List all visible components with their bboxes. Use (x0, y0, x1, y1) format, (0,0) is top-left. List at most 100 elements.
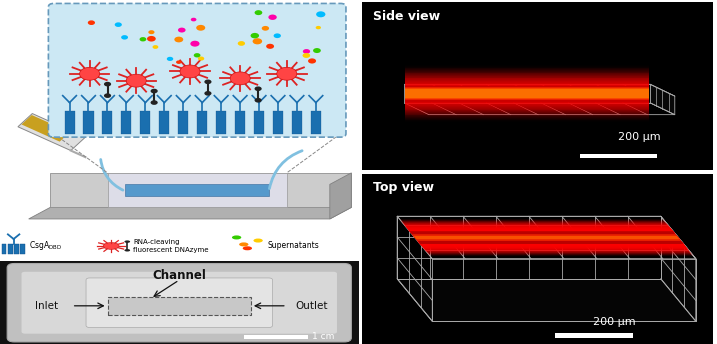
Bar (405, 75, 650, 112)
Polygon shape (401, 221, 692, 254)
Polygon shape (407, 229, 685, 247)
Polygon shape (404, 225, 689, 250)
Circle shape (194, 53, 201, 57)
Bar (65, 111, 75, 134)
Bar (235, 111, 245, 134)
Polygon shape (397, 279, 695, 321)
Bar (83, 111, 93, 134)
Circle shape (303, 49, 310, 54)
Circle shape (167, 57, 174, 61)
Bar (405, 82, 650, 105)
Bar (20, 244, 25, 254)
Bar (405, 66, 650, 121)
FancyBboxPatch shape (22, 272, 337, 334)
Bar (141, 111, 151, 134)
Polygon shape (403, 224, 690, 251)
Circle shape (238, 41, 245, 46)
Circle shape (255, 98, 262, 103)
Circle shape (178, 28, 186, 33)
Bar (405, 77, 650, 110)
Circle shape (80, 67, 100, 80)
Polygon shape (408, 229, 685, 246)
Bar (179, 111, 189, 134)
Bar (405, 89, 650, 98)
Polygon shape (108, 173, 287, 207)
Bar (197, 111, 207, 134)
Bar (103, 111, 113, 134)
Bar (405, 73, 650, 114)
Polygon shape (409, 230, 685, 245)
Polygon shape (397, 216, 695, 259)
Circle shape (230, 72, 250, 85)
Bar (405, 68, 650, 119)
Circle shape (125, 249, 130, 251)
Bar (159, 111, 169, 134)
Circle shape (253, 238, 262, 243)
Circle shape (140, 37, 146, 41)
Polygon shape (661, 216, 695, 321)
Polygon shape (402, 222, 691, 253)
Text: Side view: Side view (373, 10, 440, 23)
Circle shape (153, 45, 158, 49)
Circle shape (255, 86, 262, 91)
Polygon shape (405, 225, 688, 250)
Circle shape (232, 235, 241, 239)
Polygon shape (50, 173, 351, 207)
Polygon shape (407, 227, 687, 248)
Circle shape (180, 65, 200, 78)
Circle shape (204, 79, 212, 84)
Text: 1 cm: 1 cm (312, 333, 334, 342)
Bar (405, 86, 650, 101)
Polygon shape (400, 220, 693, 256)
Polygon shape (402, 222, 691, 254)
Bar (405, 85, 650, 102)
Polygon shape (29, 207, 351, 219)
FancyBboxPatch shape (49, 3, 346, 137)
Bar (405, 87, 650, 100)
Polygon shape (404, 103, 675, 115)
Circle shape (262, 26, 269, 31)
Bar (405, 69, 650, 118)
Bar (405, 73, 650, 115)
Polygon shape (407, 228, 686, 247)
Bar (405, 72, 650, 116)
Polygon shape (399, 219, 693, 256)
Text: 200 μm: 200 μm (618, 132, 661, 142)
Bar (311, 111, 321, 134)
Bar (292, 111, 302, 134)
Polygon shape (650, 84, 675, 115)
Polygon shape (404, 84, 675, 96)
Text: Outlet: Outlet (295, 301, 328, 311)
Polygon shape (18, 114, 85, 151)
Polygon shape (414, 236, 680, 239)
Bar (405, 65, 650, 122)
Circle shape (121, 35, 128, 40)
Circle shape (104, 93, 111, 98)
Circle shape (252, 38, 262, 44)
Polygon shape (330, 173, 351, 219)
Bar (580, 154, 657, 159)
Circle shape (151, 89, 158, 93)
Circle shape (315, 26, 321, 29)
Bar (8, 244, 13, 254)
Bar (273, 111, 283, 134)
Bar (1, 244, 6, 254)
Polygon shape (401, 221, 693, 255)
Bar (14, 244, 19, 254)
Circle shape (151, 100, 158, 105)
Bar (405, 76, 650, 111)
Bar (405, 83, 650, 105)
Bar (405, 79, 650, 108)
Polygon shape (406, 227, 687, 248)
Circle shape (196, 25, 205, 31)
Bar (405, 80, 650, 107)
Circle shape (147, 36, 156, 42)
Bar (244, 335, 308, 339)
Bar (405, 78, 650, 109)
Circle shape (204, 91, 212, 96)
Bar (555, 333, 632, 338)
Circle shape (174, 37, 184, 42)
Polygon shape (397, 216, 432, 321)
Bar (121, 111, 131, 134)
Polygon shape (125, 184, 269, 196)
